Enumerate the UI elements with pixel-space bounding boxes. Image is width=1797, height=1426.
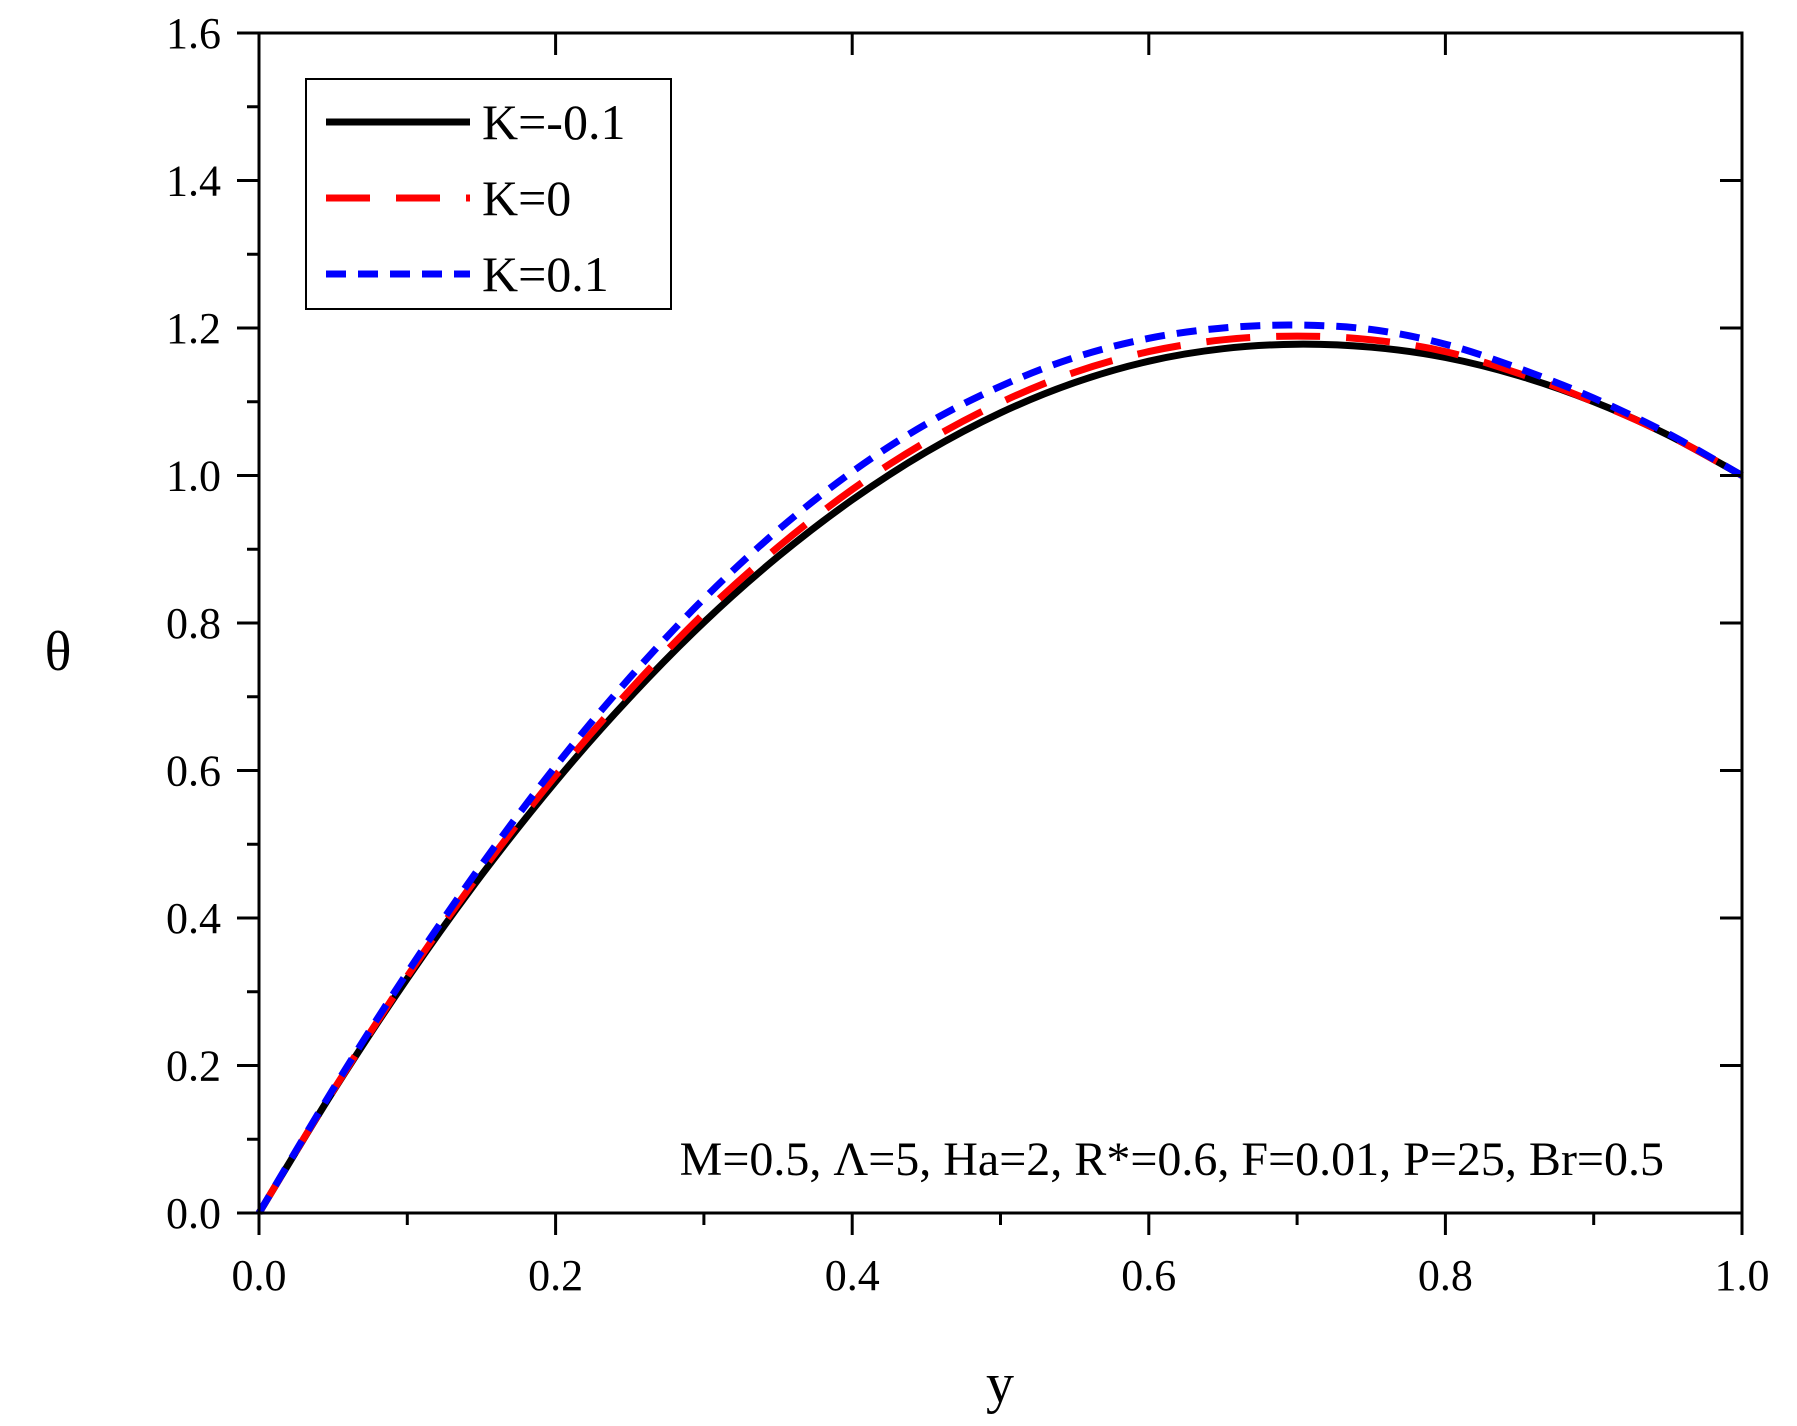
y-axis-title: θ (45, 621, 72, 683)
y-tick-label: 1.2 (166, 304, 221, 353)
legend: K=-0.1 K=0 K=0.1 (305, 78, 672, 310)
y-tick-label: 1.4 (166, 157, 221, 206)
series-line-0 (256, 340, 1744, 1215)
y-tick-label: 0.4 (166, 894, 221, 943)
series-line-2 (255, 321, 1744, 1215)
series-line-1 (256, 332, 1744, 1215)
y-tick-label: 1.6 (166, 9, 221, 58)
x-tick-label: 0.4 (825, 1251, 880, 1300)
legend-label-1: K=0 (482, 170, 571, 226)
y-tick-label: 0.6 (166, 747, 221, 796)
x-tick-label: 0.0 (232, 1251, 287, 1300)
legend-label-0: K=-0.1 (482, 94, 625, 150)
axes-layer: 0.0 0.2 0.4 0.6 0.8 1.0 0.0 0.2 0.4 0.6 0.8 1.0 1.2 1… (166, 9, 1770, 1300)
y-tick-label: 0.2 (166, 1042, 221, 1091)
legend-label-2: K=0.1 (482, 246, 609, 302)
series-layer (255, 321, 1744, 1215)
y-tick-label: 1.0 (166, 452, 221, 501)
parameter-annotation: M=0.5, Λ=5, Ha=2, R*=0.6, F=0.01, P=25, … (680, 1133, 1664, 1186)
x-tick-label: 0.2 (528, 1251, 583, 1300)
x-tick-label: 0.8 (1418, 1251, 1473, 1300)
plot-frame (257, 31, 1744, 1215)
x-tick-label: 1.0 (1715, 1251, 1770, 1300)
x-axis-title: y (986, 1353, 1014, 1415)
y-tick-label: 0.8 (166, 599, 221, 648)
y-tick-label: 0.0 (166, 1189, 221, 1238)
x-tick-label: 0.6 (1121, 1251, 1176, 1300)
